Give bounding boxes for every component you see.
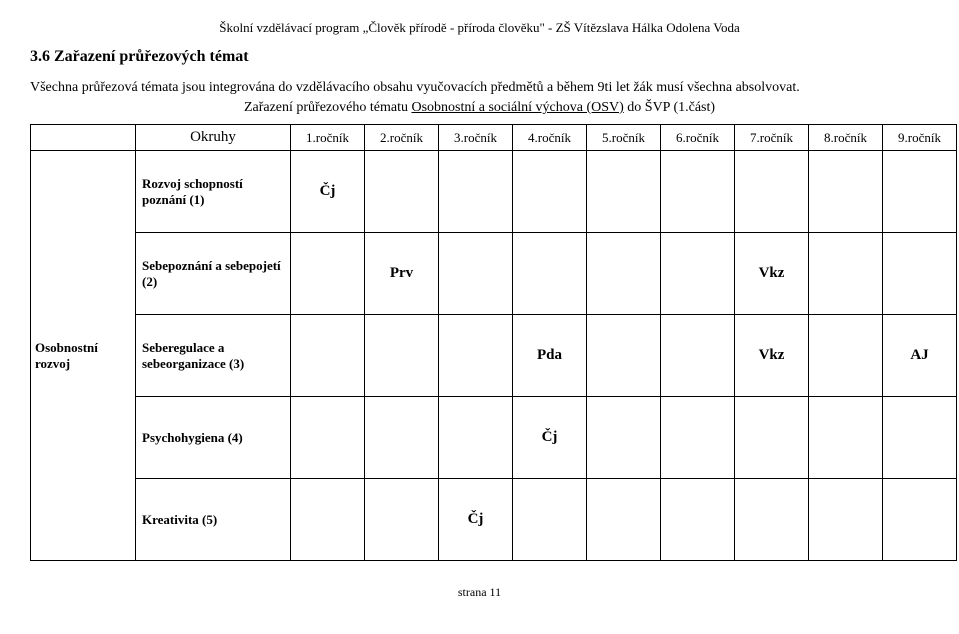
table-cell — [809, 397, 883, 479]
table-cell: Prv — [365, 233, 439, 315]
subheading-underlined: Osobnostní a sociální výchova (OSV) — [411, 100, 623, 115]
table-cell — [661, 151, 735, 233]
table-cell — [809, 151, 883, 233]
table-cell — [735, 397, 809, 479]
table-cell: Pda — [513, 315, 587, 397]
page-header: Školní vzdělávací program „Člověk přírod… — [30, 20, 929, 36]
table-cell — [587, 151, 661, 233]
section-heading: Zařazení průřezových témat — [54, 48, 249, 65]
category-cell: Osobnostní rozvoj — [31, 151, 136, 561]
table-cell — [883, 397, 957, 479]
table-cell — [513, 151, 587, 233]
table-cell — [365, 479, 439, 561]
grade-header: 9.ročník — [883, 125, 957, 151]
table-cell — [439, 315, 513, 397]
table-cell: AJ — [883, 315, 957, 397]
row-label: Rozvoj schopností poznání (1) — [136, 151, 291, 233]
table-cell — [883, 151, 957, 233]
table-cell — [735, 479, 809, 561]
table-cell — [735, 151, 809, 233]
table-cell — [439, 233, 513, 315]
table-cell — [439, 397, 513, 479]
table-cell — [809, 315, 883, 397]
table-cell — [291, 397, 365, 479]
row-label: Sebepoznání a sebepojetí (2) — [136, 233, 291, 315]
grade-header: 3.ročník — [439, 125, 513, 151]
table-cell: Čj — [513, 397, 587, 479]
table-cell — [439, 151, 513, 233]
table-cell — [587, 315, 661, 397]
table-cell — [587, 479, 661, 561]
table-row: Kreativita (5) Čj — [31, 479, 957, 561]
table-cell — [365, 315, 439, 397]
table-cell: Vkz — [735, 233, 809, 315]
table-row: Osobnostní rozvoj Rozvoj schopností pozn… — [31, 151, 957, 233]
subheading-suffix: do ŠVP (1.část) — [624, 100, 715, 115]
table-cell — [809, 233, 883, 315]
row-label: Psychohygiena (4) — [136, 397, 291, 479]
table-cell: Čj — [439, 479, 513, 561]
section-number: 3.6 — [30, 48, 50, 65]
grade-header: 8.ročník — [809, 125, 883, 151]
intro-paragraph: Všechna průřezová témata jsou integrován… — [30, 80, 929, 96]
section-title: 3.6 Zařazení průřezových témat — [30, 48, 929, 66]
table-cell — [809, 479, 883, 561]
table-cell: Vkz — [735, 315, 809, 397]
table-row: Psychohygiena (4) Čj — [31, 397, 957, 479]
table-cell — [513, 233, 587, 315]
grade-header: 6.ročník — [661, 125, 735, 151]
page-footer: strana 11 — [30, 585, 929, 600]
table-cell — [365, 151, 439, 233]
grade-header: 7.ročník — [735, 125, 809, 151]
table-row: Seberegulace a sebeorganizace (3) Pda Vk… — [31, 315, 957, 397]
grade-header: 4.ročník — [513, 125, 587, 151]
table-cell — [291, 479, 365, 561]
row-label: Kreativita (5) — [136, 479, 291, 561]
table-header-row: Okruhy 1.ročník 2.ročník 3.ročník 4.ročn… — [31, 125, 957, 151]
table-cell — [587, 233, 661, 315]
table-cell — [661, 315, 735, 397]
table-cell: Čj — [291, 151, 365, 233]
table-cell — [365, 397, 439, 479]
subheading: Zařazení průřezového tématu Osobnostní a… — [30, 100, 929, 116]
grade-header: 1.ročník — [291, 125, 365, 151]
header-empty-cell — [31, 125, 136, 151]
table-cell — [883, 479, 957, 561]
row-label: Seberegulace a sebeorganizace (3) — [136, 315, 291, 397]
curriculum-table: Okruhy 1.ročník 2.ročník 3.ročník 4.ročn… — [30, 124, 957, 561]
table-cell — [661, 479, 735, 561]
subheading-prefix: Zařazení průřezového tématu — [244, 100, 412, 115]
table-cell — [587, 397, 661, 479]
table-cell — [661, 397, 735, 479]
grade-header: 5.ročník — [587, 125, 661, 151]
table-cell — [883, 233, 957, 315]
okruhy-header: Okruhy — [136, 125, 291, 151]
table-cell — [291, 315, 365, 397]
table-cell — [513, 479, 587, 561]
table-row: Sebepoznání a sebepojetí (2) Prv Vkz — [31, 233, 957, 315]
grade-header: 2.ročník — [365, 125, 439, 151]
table-cell — [661, 233, 735, 315]
table-cell — [291, 233, 365, 315]
